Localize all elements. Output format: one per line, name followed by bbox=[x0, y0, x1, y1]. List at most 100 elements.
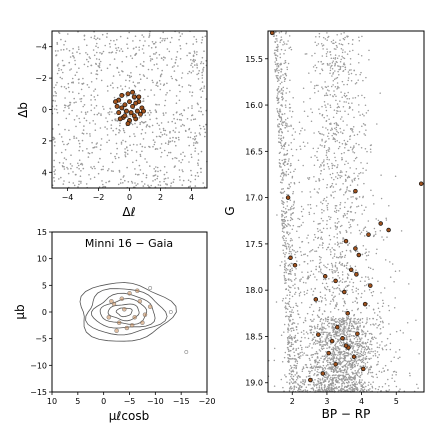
field-star bbox=[284, 60, 286, 62]
field-star bbox=[317, 368, 319, 371]
field-star bbox=[288, 244, 290, 246]
field-star bbox=[355, 321, 357, 323]
field-star bbox=[349, 135, 352, 137]
field-star bbox=[341, 271, 344, 273]
field-star bbox=[341, 132, 344, 135]
field-star bbox=[74, 63, 77, 66]
field-star bbox=[326, 355, 328, 358]
field-star bbox=[294, 168, 296, 171]
field-star bbox=[343, 32, 345, 34]
field-star bbox=[353, 385, 356, 388]
field-star bbox=[343, 288, 346, 290]
field-star bbox=[346, 324, 348, 326]
field-star bbox=[334, 295, 336, 298]
field-star bbox=[53, 144, 56, 147]
field-star bbox=[314, 361, 316, 364]
field-star bbox=[343, 194, 345, 196]
field-star bbox=[337, 65, 339, 67]
field-star bbox=[326, 128, 329, 131]
field-star bbox=[173, 117, 175, 120]
field-star bbox=[55, 54, 58, 56]
field-star bbox=[100, 69, 103, 72]
field-star bbox=[353, 387, 356, 390]
field-star bbox=[120, 48, 123, 50]
sky-xtick-label: −2 bbox=[93, 193, 105, 202]
field-star bbox=[168, 50, 171, 53]
field-star bbox=[319, 350, 322, 352]
field-star bbox=[362, 79, 364, 82]
field-star bbox=[279, 76, 281, 78]
field-star bbox=[304, 380, 307, 383]
field-star bbox=[289, 171, 292, 174]
field-star bbox=[342, 69, 345, 72]
field-star bbox=[291, 267, 293, 269]
field-star bbox=[320, 217, 323, 220]
cmd-member bbox=[335, 324, 340, 330]
field-star bbox=[276, 80, 279, 83]
field-star bbox=[366, 366, 368, 368]
field-star bbox=[284, 266, 286, 269]
field-star bbox=[284, 253, 286, 256]
field-star bbox=[366, 321, 368, 323]
field-star bbox=[171, 157, 174, 160]
field-star bbox=[365, 248, 367, 250]
field-star bbox=[80, 88, 83, 91]
field-star bbox=[349, 190, 351, 193]
field-star bbox=[302, 354, 304, 356]
field-star bbox=[317, 147, 319, 150]
field-star bbox=[290, 253, 293, 255]
field-star bbox=[377, 219, 380, 222]
field-star bbox=[188, 84, 190, 86]
field-star bbox=[321, 113, 324, 116]
field-star bbox=[282, 74, 284, 76]
field-star bbox=[146, 124, 148, 127]
field-star bbox=[204, 135, 206, 138]
field-star bbox=[292, 306, 295, 309]
field-star bbox=[321, 238, 323, 241]
field-star bbox=[358, 229, 361, 232]
field-star bbox=[331, 386, 333, 389]
field-star bbox=[344, 364, 347, 366]
field-star bbox=[335, 349, 337, 351]
field-star bbox=[347, 384, 349, 387]
field-star bbox=[335, 387, 337, 389]
field-star bbox=[151, 41, 154, 43]
field-star bbox=[341, 374, 343, 377]
field-star bbox=[55, 152, 57, 154]
field-star bbox=[287, 223, 289, 225]
field-star bbox=[327, 359, 329, 361]
field-star bbox=[308, 211, 310, 214]
field-star bbox=[299, 340, 302, 343]
field-star bbox=[98, 58, 101, 61]
field-star bbox=[382, 239, 385, 241]
field-star bbox=[139, 123, 141, 126]
field-star bbox=[283, 271, 286, 274]
field-star bbox=[351, 180, 354, 183]
field-star bbox=[322, 331, 324, 334]
field-star bbox=[356, 326, 359, 328]
field-star bbox=[291, 382, 294, 385]
field-star bbox=[356, 338, 359, 341]
field-star bbox=[364, 351, 367, 354]
field-star bbox=[196, 171, 199, 174]
field-star bbox=[71, 52, 74, 54]
field-star bbox=[290, 311, 293, 313]
field-star bbox=[350, 196, 352, 198]
field-star bbox=[281, 93, 284, 95]
field-star bbox=[326, 186, 328, 189]
field-star bbox=[349, 333, 351, 335]
field-star bbox=[275, 301, 278, 303]
field-star bbox=[361, 292, 363, 295]
field-star bbox=[328, 234, 331, 237]
field-star bbox=[318, 386, 321, 389]
field-star bbox=[289, 209, 291, 211]
field-star bbox=[278, 137, 280, 139]
field-star bbox=[180, 153, 182, 155]
field-star bbox=[316, 150, 318, 153]
cmd-member bbox=[366, 232, 371, 237]
field-star bbox=[318, 188, 320, 190]
field-star bbox=[289, 334, 291, 336]
field-star bbox=[374, 354, 377, 357]
field-star bbox=[328, 289, 330, 291]
field-star bbox=[316, 228, 319, 230]
